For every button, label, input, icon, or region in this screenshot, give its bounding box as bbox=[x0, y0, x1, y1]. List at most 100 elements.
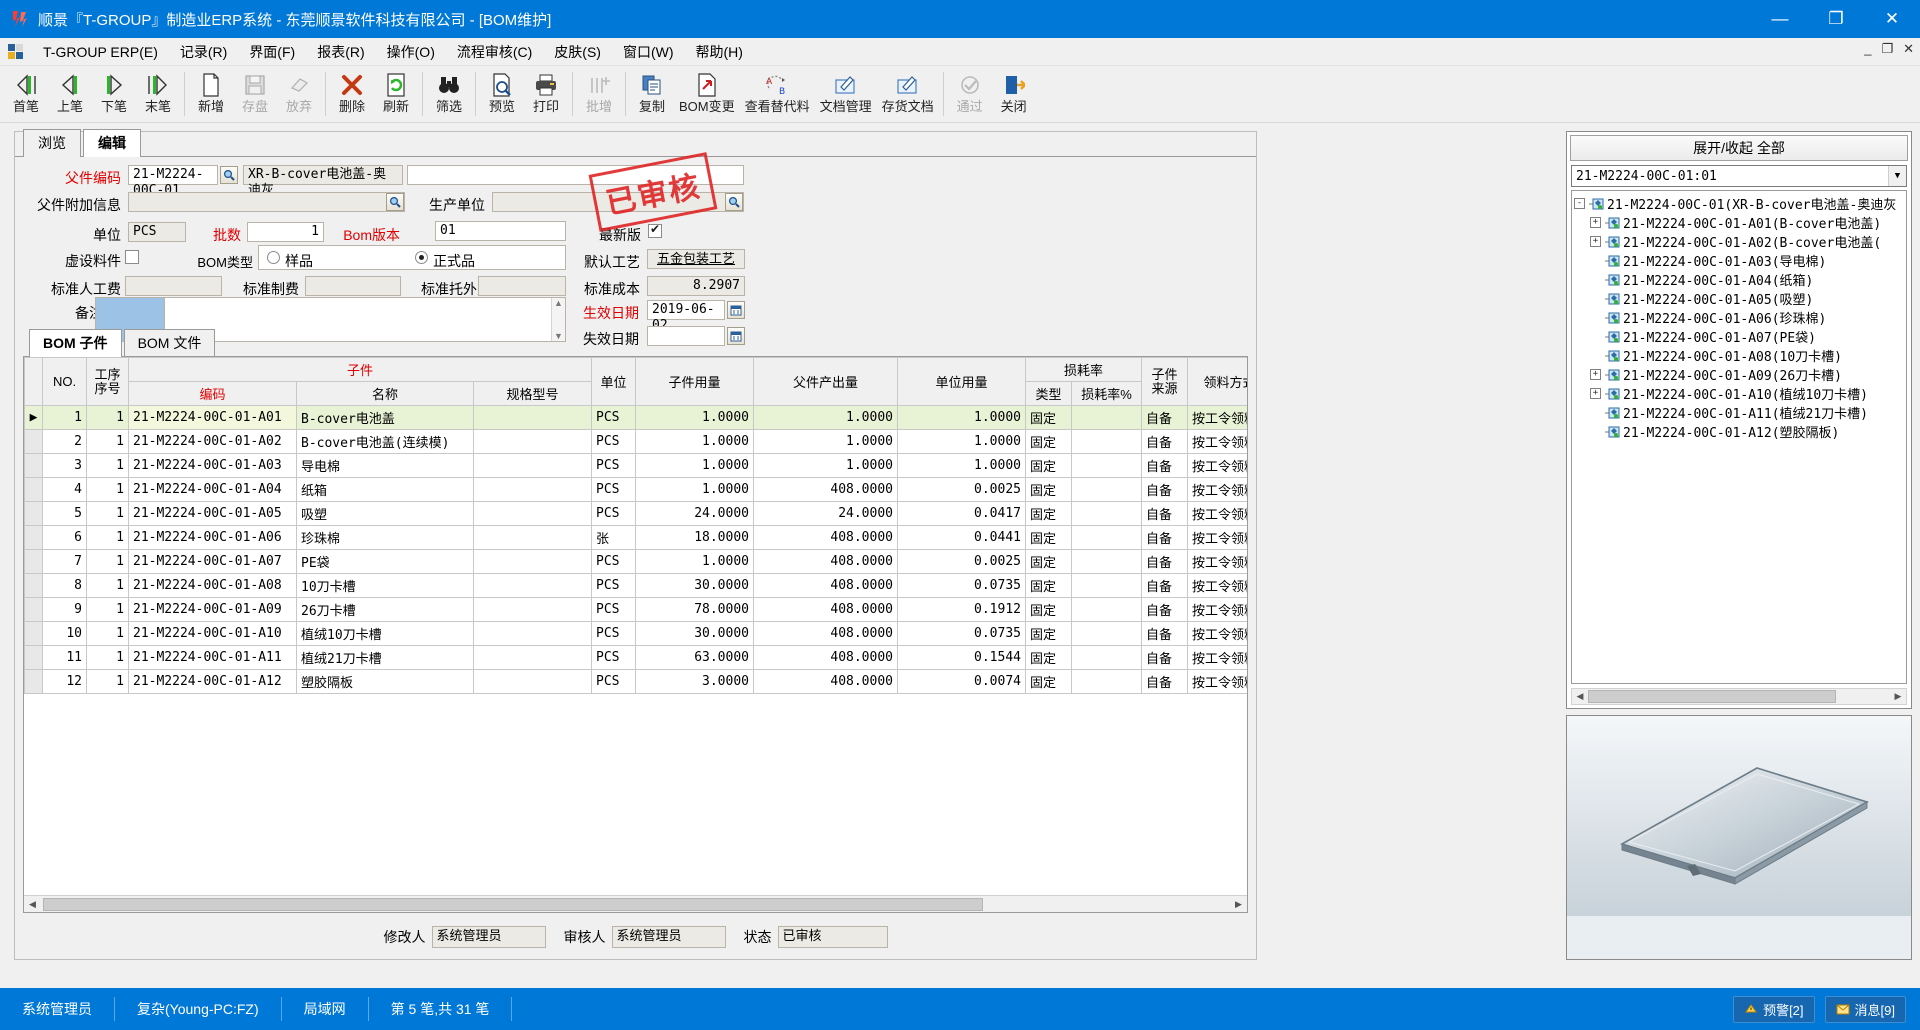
cell-child-qty[interactable]: 30.0000 bbox=[635, 573, 754, 598]
toolbar-button-approve[interactable]: 通过 bbox=[948, 70, 992, 122]
cell-unit[interactable]: PCS bbox=[591, 429, 636, 454]
cell-pick-method[interactable]: 按工令领料 bbox=[1187, 645, 1247, 670]
grid-header-name[interactable]: 名称 bbox=[296, 381, 474, 406]
cell-loss-type[interactable]: 固定 bbox=[1025, 573, 1072, 598]
cell-pick-method[interactable]: 按工令领料 bbox=[1187, 477, 1247, 502]
cell-no[interactable]: 3 bbox=[42, 453, 87, 478]
cell-unit[interactable]: PCS bbox=[591, 669, 636, 694]
chevron-down-icon[interactable]: ▼ bbox=[1888, 166, 1906, 186]
tree-node[interactable]: - 21-M2224-00C-01(XR-B-cover电池盖-奥迪灰 bbox=[1574, 194, 1904, 213]
cell-unit[interactable]: PCS bbox=[591, 621, 636, 646]
row-indicator[interactable] bbox=[24, 501, 43, 526]
bom-type-formal-radio[interactable] bbox=[415, 251, 428, 264]
grid-header-parent-output[interactable]: 父件产出量 bbox=[753, 357, 898, 406]
tree-node[interactable]: 21-M2224-00C-01-A06(珍珠棉) bbox=[1574, 308, 1904, 327]
tree-node[interactable]: +21-M2224-00C-01-A09(26刀卡槽) bbox=[1574, 365, 1904, 384]
cell-source[interactable]: 自备 bbox=[1141, 621, 1189, 646]
cell-pick-method[interactable]: 按工令领料 bbox=[1187, 429, 1247, 454]
std-manufacture-input[interactable] bbox=[305, 276, 401, 296]
parent-desc-input[interactable] bbox=[407, 165, 744, 185]
row-indicator[interactable] bbox=[24, 453, 43, 478]
cell-loss-rate[interactable] bbox=[1070, 549, 1143, 574]
cell-pick-method[interactable]: 按工令领料 bbox=[1187, 525, 1247, 550]
grid-header-spec[interactable]: 规格型号 bbox=[473, 381, 592, 406]
cell-source[interactable]: 自备 bbox=[1141, 405, 1189, 430]
grid-horizontal-scrollbar[interactable]: ◀ ▶ bbox=[24, 895, 1247, 912]
cell-name[interactable]: 导电棉 bbox=[296, 453, 474, 478]
cell-child-qty[interactable]: 24.0000 bbox=[635, 501, 754, 526]
cell-child-qty[interactable]: 1.0000 bbox=[635, 405, 754, 430]
toolbar-button-preview[interactable]: 预览 bbox=[480, 70, 524, 122]
scroll-thumb[interactable] bbox=[43, 897, 983, 911]
cell-spec[interactable] bbox=[473, 669, 592, 694]
bom-type-sample-radio[interactable] bbox=[267, 251, 280, 264]
row-indicator[interactable] bbox=[24, 597, 43, 622]
cell-parent-output[interactable]: 1.0000 bbox=[753, 453, 898, 478]
cell-loss-rate[interactable] bbox=[1070, 645, 1143, 670]
cell-loss-type[interactable]: 固定 bbox=[1025, 477, 1072, 502]
cell-code[interactable]: 21-M2224-00C-01-A11 bbox=[128, 645, 297, 670]
maximize-button[interactable]: ❐ bbox=[1828, 9, 1844, 28]
cell-parent-output[interactable]: 408.0000 bbox=[753, 477, 898, 502]
cell-process-seq[interactable]: 1 bbox=[86, 501, 129, 526]
cell-no[interactable]: 7 bbox=[42, 549, 87, 574]
mdi-close-button[interactable]: ✕ bbox=[1903, 41, 1914, 56]
cell-no[interactable]: 4 bbox=[42, 477, 87, 502]
cell-loss-rate[interactable] bbox=[1070, 405, 1143, 430]
mdi-restore-button[interactable]: ❐ bbox=[1881, 41, 1894, 56]
menu-item-report[interactable]: 报表(R) bbox=[317, 43, 365, 60]
menu-item-interface[interactable]: 界面(F) bbox=[249, 43, 296, 60]
tree-scroll-thumb[interactable] bbox=[1588, 690, 1836, 703]
cell-spec[interactable] bbox=[473, 549, 592, 574]
cell-unit[interactable]: 张 bbox=[591, 525, 636, 550]
cell-code[interactable]: 21-M2224-00C-01-A01 bbox=[128, 405, 297, 430]
parent-code-input[interactable]: 21-M2224-00C-01 bbox=[128, 165, 218, 198]
toolbar-button-prev-record[interactable]: 上笔 bbox=[48, 70, 92, 122]
menu-item-help[interactable]: 帮助(H) bbox=[695, 43, 743, 60]
table-row[interactable]: 6 1 21-M2224-00C-01-A06 珍珠棉 张 18.0000 408.0000… bbox=[24, 525, 1247, 550]
table-row[interactable]: 5 1 21-M2224-00C-01-A05 吸塑 PCS 24.0000 24.0000… bbox=[24, 501, 1247, 526]
cell-process-seq[interactable]: 1 bbox=[86, 549, 129, 574]
cell-no[interactable]: 8 bbox=[42, 573, 87, 598]
latest-version-checkbox[interactable] bbox=[648, 222, 662, 238]
cell-unit[interactable]: PCS bbox=[591, 453, 636, 478]
cell-loss-rate[interactable] bbox=[1070, 429, 1143, 454]
cell-name[interactable]: PE袋 bbox=[296, 549, 474, 574]
cell-child-qty[interactable]: 1.0000 bbox=[635, 429, 754, 454]
parent-extra-input[interactable] bbox=[128, 192, 405, 212]
table-row[interactable]: 10 1 21-M2224-00C-01-A10 植绒10刀卡槽 PCS 30.0000 4… bbox=[24, 621, 1247, 646]
toolbar-button-save[interactable]: 存盘 bbox=[233, 70, 277, 122]
cell-parent-output[interactable]: 408.0000 bbox=[753, 597, 898, 622]
table-row[interactable]: ▶ 1 1 21-M2224-00C-01-A01 B-cover电池盖 PCS 1.000… bbox=[24, 405, 1247, 430]
cell-code[interactable]: 21-M2224-00C-01-A06 bbox=[128, 525, 297, 550]
cell-name[interactable]: 植绒21刀卡槽 bbox=[296, 645, 474, 670]
cell-parent-output[interactable]: 408.0000 bbox=[753, 525, 898, 550]
cell-loss-type[interactable]: 固定 bbox=[1025, 525, 1072, 550]
cell-unit-qty[interactable]: 0.0441 bbox=[897, 525, 1026, 550]
grid-header-unit-qty[interactable]: 单位用量 bbox=[897, 357, 1026, 406]
grid-header-pick-method[interactable]: 领料方式 bbox=[1187, 357, 1247, 406]
cell-spec[interactable] bbox=[473, 645, 592, 670]
cell-no[interactable]: 12 bbox=[42, 669, 87, 694]
tree-node[interactable]: +21-M2224-00C-01-A02(B-cover电池盖( bbox=[1574, 232, 1904, 251]
cell-pick-method[interactable]: 按工令领料 bbox=[1187, 621, 1247, 646]
toolbar-button-next-record[interactable]: 下笔 bbox=[92, 70, 136, 122]
cell-loss-rate[interactable] bbox=[1070, 477, 1143, 502]
row-indicator[interactable] bbox=[24, 645, 43, 670]
table-row[interactable]: 7 1 21-M2224-00C-01-A07 PE袋 PCS 1.0000 408.000… bbox=[24, 549, 1247, 574]
menu-item-erp[interactable]: T-GROUP ERP(E) bbox=[43, 43, 158, 60]
toolbar-button-filter[interactable]: 筛选 bbox=[427, 70, 471, 122]
scroll-right-icon[interactable]: ▶ bbox=[1230, 895, 1247, 912]
table-row[interactable]: 11 1 21-M2224-00C-01-A11 植绒21刀卡槽 PCS 63.0000 4… bbox=[24, 645, 1247, 670]
toolbar-button-close[interactable]: 关闭 bbox=[992, 70, 1036, 122]
std-labor-input[interactable] bbox=[125, 276, 222, 296]
cell-code[interactable]: 21-M2224-00C-01-A07 bbox=[128, 549, 297, 574]
effective-date-calendar-button[interactable] bbox=[727, 301, 745, 319]
table-row[interactable]: 9 1 21-M2224-00C-01-A09 26刀卡槽 PCS 78.0000 408.… bbox=[24, 597, 1247, 622]
row-indicator[interactable] bbox=[24, 573, 43, 598]
cell-child-qty[interactable]: 1.0000 bbox=[635, 453, 754, 478]
toolbar-button-refresh[interactable]: 刷新 bbox=[374, 70, 418, 122]
cell-unit-qty[interactable]: 0.0735 bbox=[897, 621, 1026, 646]
parent-code-lookup-button[interactable] bbox=[220, 166, 238, 184]
cell-no[interactable]: 9 bbox=[42, 597, 87, 622]
